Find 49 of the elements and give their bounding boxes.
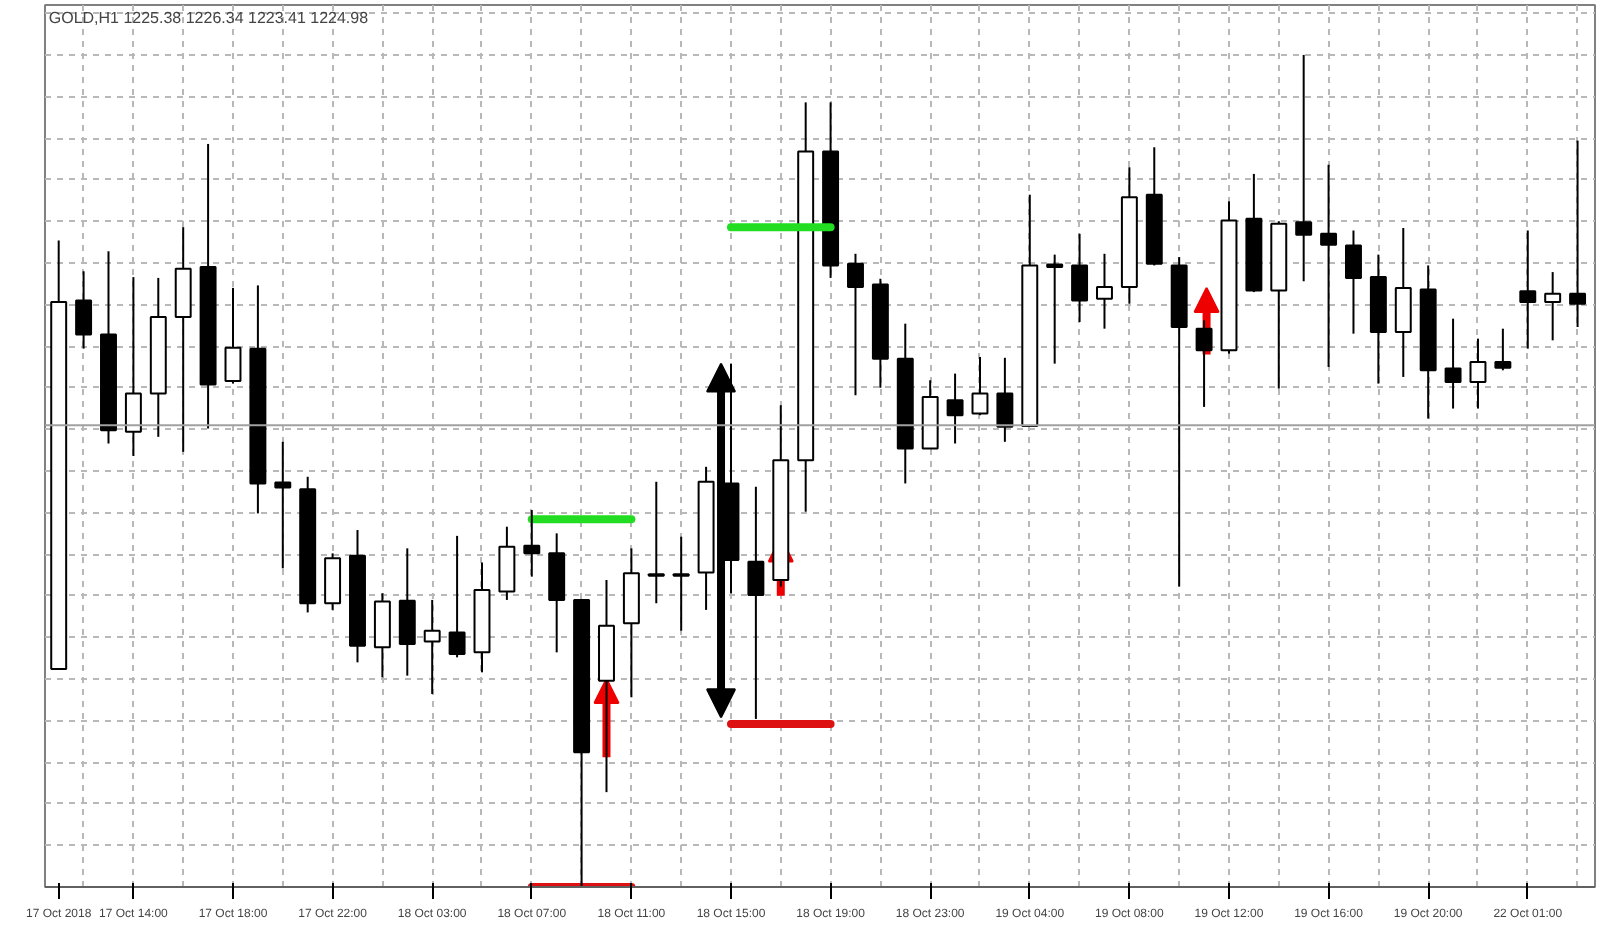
candlestick (1220, 200, 1238, 355)
candlestick (797, 101, 815, 513)
candlestick (647, 480, 665, 605)
candlestick (124, 276, 142, 457)
candlestick (274, 440, 292, 570)
candlestick (1419, 264, 1437, 420)
candlestick (747, 485, 765, 720)
candlestick (75, 270, 93, 350)
candlestick (299, 475, 317, 614)
candlestick (1270, 220, 1288, 390)
candlestick (1096, 252, 1113, 330)
candlestick (199, 142, 217, 430)
candlestick (373, 592, 391, 679)
candlestick (1245, 172, 1263, 294)
candlestick (896, 322, 914, 485)
candlestick (498, 525, 516, 601)
candlestick (1120, 166, 1138, 305)
candlestick (224, 286, 242, 385)
candlestick (1170, 256, 1188, 588)
candlestick (1369, 253, 1387, 385)
candlestick (1295, 53, 1313, 283)
candlestick (149, 276, 167, 438)
candlestick (1569, 139, 1587, 329)
candlestick (1444, 317, 1462, 410)
candlestick (1469, 337, 1487, 410)
candlestick (473, 561, 491, 674)
candlestick (822, 101, 840, 279)
candlestick (1071, 232, 1089, 324)
candlestick (871, 277, 889, 389)
candlestick (672, 535, 690, 632)
candlestick (946, 372, 964, 445)
candlestick (1394, 227, 1412, 378)
candlestick (1519, 229, 1537, 350)
candlestick (249, 284, 267, 515)
candlestick (1345, 229, 1362, 335)
candlestick (622, 547, 640, 699)
candlestick (1544, 271, 1562, 342)
candlestick (100, 250, 117, 445)
candlestick (324, 552, 342, 611)
candlestick (523, 509, 541, 578)
candlestick (847, 252, 864, 397)
candlestick (423, 598, 441, 695)
candlestick (1320, 163, 1338, 368)
candlestick (398, 547, 416, 677)
chart-title: GOLD,H1 1225.38 1226.34 1223.41 1224.98 (48, 9, 370, 27)
candlestick (174, 226, 192, 453)
candlestick (349, 529, 366, 664)
candlestick (996, 356, 1014, 443)
candlestick (548, 532, 566, 654)
